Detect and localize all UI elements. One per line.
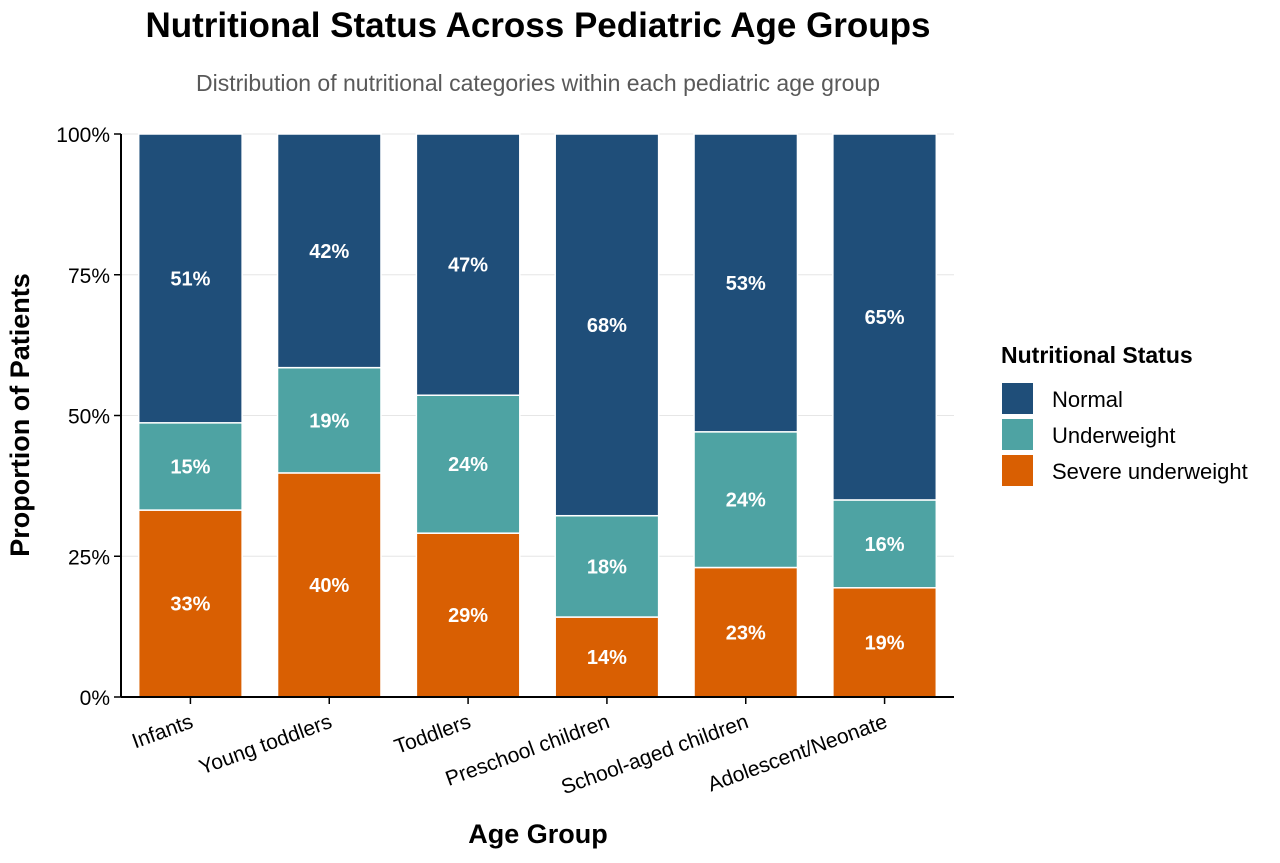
legend-swatch-underweight bbox=[1002, 419, 1033, 450]
legend-title: Nutritional Status bbox=[1001, 342, 1193, 368]
legend: Nutritional Status Normal Underweight Seve… bbox=[1001, 342, 1248, 486]
legend-label-normal: Normal bbox=[1052, 387, 1123, 412]
bar-label-preschool-children-normal: 68% bbox=[587, 315, 627, 337]
bar-label-young-toddlers-underweight: 19% bbox=[309, 410, 349, 432]
bar-preschool-children-normal bbox=[554, 133, 660, 517]
bar-infants-normal bbox=[137, 133, 243, 424]
bar-label-school-aged-children-severe-underweight: 23% bbox=[726, 622, 766, 644]
bar-adolescent-neonate-normal bbox=[832, 133, 938, 501]
bar-label-infants-normal: 51% bbox=[170, 268, 210, 290]
bar-adolescent-neonate-underweight bbox=[832, 499, 938, 589]
x-tick-label-toddlers: Toddlers bbox=[391, 710, 473, 759]
y-tick-label-1: 25% bbox=[68, 546, 110, 569]
bar-label-school-aged-children-underweight: 24% bbox=[726, 490, 766, 512]
bar-label-preschool-children-severe-underweight: 14% bbox=[587, 647, 627, 669]
bar-preschool-children-severe-underweight bbox=[554, 616, 660, 698]
bar-label-young-toddlers-normal: 42% bbox=[309, 241, 349, 263]
bar-school-aged-children-severe-underweight bbox=[693, 566, 799, 698]
bar-label-school-aged-children-normal: 53% bbox=[726, 273, 766, 295]
bar-label-toddlers-underweight: 24% bbox=[448, 454, 488, 476]
x-axis-title: Age Group bbox=[468, 819, 608, 849]
bar-label-infants-severe-underweight: 33% bbox=[170, 594, 210, 616]
legend-swatch-normal bbox=[1002, 383, 1033, 414]
y-axis-title: Proportion of Patients bbox=[5, 273, 35, 557]
legend-label-underweight: Underweight bbox=[1052, 423, 1176, 448]
bar-toddlers-severe-underweight bbox=[415, 532, 521, 698]
bar-toddlers-normal bbox=[415, 133, 521, 396]
bar-school-aged-children-underweight bbox=[693, 431, 799, 569]
grid-lines bbox=[121, 133, 954, 698]
y-tick-label-3: 75% bbox=[68, 265, 110, 288]
bar-preschool-children-underweight bbox=[554, 514, 660, 618]
bar-label-preschool-children-underweight: 18% bbox=[587, 556, 627, 578]
y-tick-label-4: 100% bbox=[56, 124, 110, 147]
bar-label-adolescent-neonate-normal: 65% bbox=[865, 307, 905, 329]
bar-adolescent-neonate-severe-underweight bbox=[832, 587, 938, 698]
chart-title: Nutritional Status Across Pediatric Age … bbox=[145, 6, 930, 45]
bar-label-adolescent-neonate-underweight: 16% bbox=[865, 534, 905, 556]
bar-school-aged-children-normal bbox=[693, 133, 799, 433]
bar-infants-severe-underweight bbox=[137, 509, 243, 698]
bar-label-toddlers-severe-underweight: 29% bbox=[448, 605, 488, 627]
bar-label-young-toddlers-severe-underweight: 40% bbox=[309, 575, 349, 597]
bar-infants-underweight bbox=[137, 422, 243, 511]
x-tick-label-infants: Infants bbox=[129, 710, 196, 753]
y-tick-label-0: 0% bbox=[80, 687, 110, 710]
y-axis-ticks: 0% 25% 50% 75% 100% bbox=[56, 124, 121, 710]
legend-swatch-severe-underweight bbox=[1002, 455, 1033, 486]
bar-young-toddlers-normal bbox=[276, 133, 382, 369]
legend-label-severe-underweight: Severe underweight bbox=[1052, 459, 1248, 484]
bar-labels: 33% 15% 51% 40% 19% 42% 29% 24% 47% 14% 18% 68% 23% 2… bbox=[170, 241, 904, 669]
chart-subtitle: Distribution of nutritional categories w… bbox=[196, 70, 880, 96]
bar-toddlers-underweight bbox=[415, 394, 521, 534]
x-tick-label-young-toddlers: Young toddlers bbox=[196, 710, 335, 779]
bar-label-adolescent-neonate-severe-underweight: 19% bbox=[865, 632, 905, 654]
y-tick-label-2: 50% bbox=[68, 406, 110, 429]
bar-label-toddlers-normal: 47% bbox=[448, 255, 488, 277]
bar-label-infants-underweight: 15% bbox=[170, 456, 210, 478]
bars bbox=[137, 133, 938, 698]
